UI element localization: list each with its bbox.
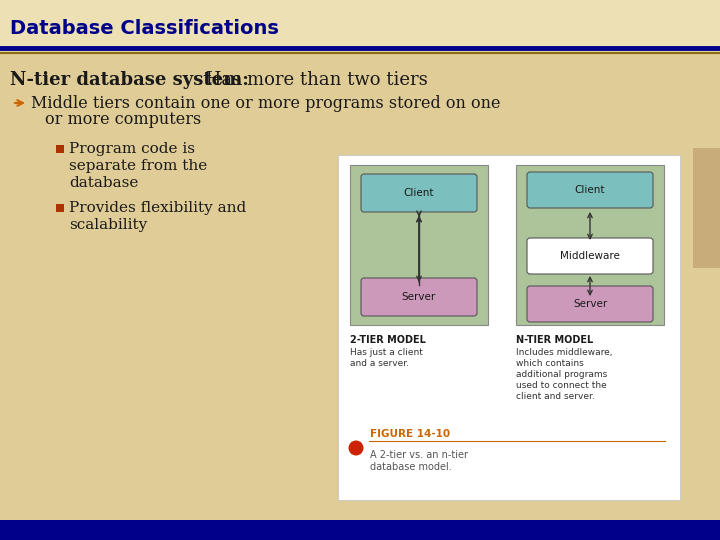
Text: N-TIER MODEL: N-TIER MODEL: [516, 335, 593, 345]
Text: Server: Server: [402, 292, 436, 302]
Text: N-tier database system:: N-tier database system:: [10, 71, 249, 89]
Text: Client: Client: [575, 185, 606, 195]
Text: Provides flexibility and: Provides flexibility and: [69, 201, 246, 215]
Bar: [56, 204, 64, 212]
Text: separate from the: separate from the: [69, 159, 207, 173]
Text: 2-TIER MODEL: 2-TIER MODEL: [350, 335, 426, 345]
Bar: [0, 0, 720, 48]
Bar: [350, 165, 488, 325]
Text: which contains: which contains: [516, 359, 584, 368]
Text: database: database: [69, 176, 138, 190]
FancyBboxPatch shape: [527, 172, 653, 208]
Bar: [0, 520, 720, 540]
Text: or more computers: or more computers: [45, 111, 202, 129]
Text: database model.: database model.: [370, 462, 451, 472]
Text: FIGURE 14-10: FIGURE 14-10: [370, 429, 450, 439]
Text: Has just a client: Has just a client: [350, 348, 423, 357]
Text: used to connect the: used to connect the: [516, 381, 607, 390]
Text: additional programs: additional programs: [516, 370, 607, 379]
Bar: [56, 145, 64, 153]
Text: Has more than two tiers: Has more than two tiers: [200, 71, 428, 89]
Text: Middle tiers contain one or more programs stored on one: Middle tiers contain one or more program…: [31, 94, 500, 111]
Text: Client: Client: [404, 188, 434, 198]
Bar: [516, 165, 664, 325]
FancyBboxPatch shape: [527, 238, 653, 274]
Text: Server: Server: [573, 299, 607, 309]
Text: scalability: scalability: [69, 218, 148, 232]
Text: Database Classifications: Database Classifications: [10, 18, 279, 37]
Text: Middleware: Middleware: [560, 251, 620, 261]
Text: and a server.: and a server.: [350, 359, 409, 368]
Text: client and server.: client and server.: [516, 392, 595, 401]
FancyBboxPatch shape: [527, 286, 653, 322]
Text: Program code is: Program code is: [69, 142, 195, 156]
Text: A 2-tier vs. an n-tier: A 2-tier vs. an n-tier: [370, 450, 468, 460]
Circle shape: [348, 441, 364, 456]
FancyBboxPatch shape: [361, 174, 477, 212]
Bar: [338, 155, 680, 500]
Text: Includes middleware,: Includes middleware,: [516, 348, 613, 357]
FancyBboxPatch shape: [361, 278, 477, 316]
Bar: [693, 148, 720, 268]
